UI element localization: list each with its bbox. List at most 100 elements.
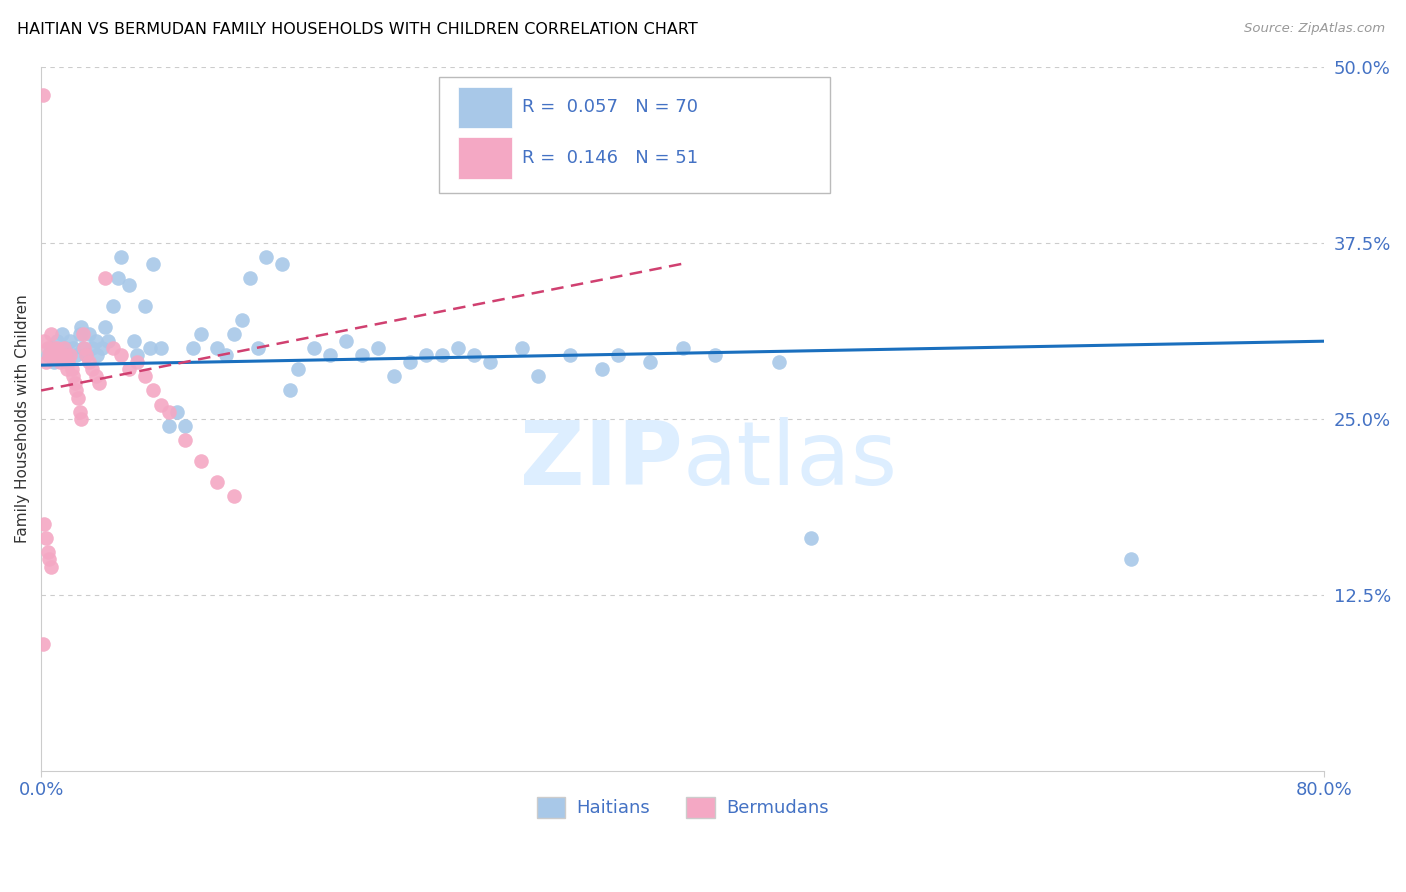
Point bbox=[53, 341, 76, 355]
Point bbox=[127, 348, 149, 362]
Point bbox=[77, 355, 100, 369]
Point bbox=[51, 348, 73, 362]
Point bbox=[278, 384, 301, 398]
Point bbox=[46, 341, 69, 355]
Point bbox=[39, 341, 62, 355]
Point bbox=[382, 369, 405, 384]
Point bbox=[103, 341, 125, 355]
Point bbox=[510, 341, 533, 355]
Point bbox=[238, 270, 260, 285]
Point bbox=[174, 433, 197, 447]
Text: R =  0.146   N = 51: R = 0.146 N = 51 bbox=[522, 149, 699, 167]
Point bbox=[640, 355, 662, 369]
Point bbox=[207, 341, 229, 355]
Point bbox=[350, 348, 373, 362]
Point bbox=[41, 348, 63, 362]
Point bbox=[34, 517, 56, 532]
Point bbox=[222, 327, 245, 342]
Point bbox=[39, 559, 62, 574]
Point bbox=[150, 398, 173, 412]
Point bbox=[87, 376, 110, 391]
Point bbox=[142, 257, 165, 271]
Point bbox=[214, 348, 236, 362]
Point bbox=[60, 362, 83, 376]
Point bbox=[75, 348, 97, 362]
Text: atlas: atlas bbox=[682, 417, 897, 504]
Point bbox=[58, 355, 80, 369]
Text: HAITIAN VS BERMUDAN FAMILY HOUSEHOLDS WITH CHILDREN CORRELATION CHART: HAITIAN VS BERMUDAN FAMILY HOUSEHOLDS WI… bbox=[17, 22, 697, 37]
Point bbox=[72, 341, 94, 355]
Point bbox=[703, 348, 725, 362]
Point bbox=[77, 327, 100, 342]
Point bbox=[35, 355, 58, 369]
Point bbox=[84, 334, 107, 349]
Point bbox=[463, 348, 485, 362]
Point bbox=[118, 362, 141, 376]
Point bbox=[134, 369, 156, 384]
Point bbox=[62, 341, 84, 355]
Point bbox=[415, 348, 437, 362]
Point bbox=[607, 348, 630, 362]
Text: ZIP: ZIP bbox=[520, 417, 682, 504]
Point bbox=[447, 341, 470, 355]
Point bbox=[51, 327, 73, 342]
Point bbox=[479, 355, 502, 369]
FancyBboxPatch shape bbox=[439, 78, 830, 194]
Y-axis label: Family Households with Children: Family Households with Children bbox=[15, 294, 30, 543]
Point bbox=[70, 320, 93, 334]
Point bbox=[82, 341, 104, 355]
Point bbox=[94, 320, 117, 334]
Point bbox=[166, 404, 188, 418]
Point bbox=[270, 257, 292, 271]
Point bbox=[319, 348, 342, 362]
Point bbox=[73, 341, 96, 355]
Point bbox=[84, 369, 107, 384]
FancyBboxPatch shape bbox=[458, 137, 512, 179]
Point bbox=[72, 327, 94, 342]
Point bbox=[53, 348, 76, 362]
Point bbox=[139, 341, 162, 355]
Point bbox=[118, 277, 141, 292]
Point bbox=[65, 348, 87, 362]
Point bbox=[110, 348, 132, 362]
Point bbox=[42, 341, 65, 355]
Point bbox=[107, 270, 129, 285]
Point bbox=[66, 391, 89, 405]
Point bbox=[97, 334, 120, 349]
Point bbox=[37, 545, 59, 559]
Point bbox=[31, 87, 53, 102]
Point bbox=[222, 489, 245, 503]
Point bbox=[91, 341, 114, 355]
Point bbox=[527, 369, 550, 384]
Point bbox=[157, 404, 180, 418]
Point bbox=[86, 348, 108, 362]
Point bbox=[367, 341, 389, 355]
Point bbox=[254, 250, 277, 264]
Point bbox=[127, 355, 149, 369]
Point bbox=[39, 327, 62, 342]
Point bbox=[174, 418, 197, 433]
Point bbox=[37, 341, 59, 355]
Point bbox=[49, 348, 72, 362]
FancyBboxPatch shape bbox=[458, 87, 512, 128]
Point bbox=[183, 341, 205, 355]
Point bbox=[335, 334, 357, 349]
Point bbox=[62, 369, 84, 384]
Point bbox=[34, 334, 56, 349]
Point bbox=[59, 348, 82, 362]
Point bbox=[38, 348, 60, 362]
Point bbox=[38, 552, 60, 566]
Point bbox=[69, 404, 91, 418]
Point bbox=[122, 334, 145, 349]
Text: Source: ZipAtlas.com: Source: ZipAtlas.com bbox=[1244, 22, 1385, 36]
Point bbox=[49, 355, 72, 369]
Point bbox=[65, 384, 87, 398]
Point bbox=[591, 362, 613, 376]
Point bbox=[59, 334, 82, 349]
Point bbox=[55, 348, 77, 362]
Point bbox=[142, 384, 165, 398]
Point bbox=[190, 454, 212, 468]
Point bbox=[671, 341, 693, 355]
Point bbox=[287, 362, 309, 376]
Point bbox=[430, 348, 453, 362]
